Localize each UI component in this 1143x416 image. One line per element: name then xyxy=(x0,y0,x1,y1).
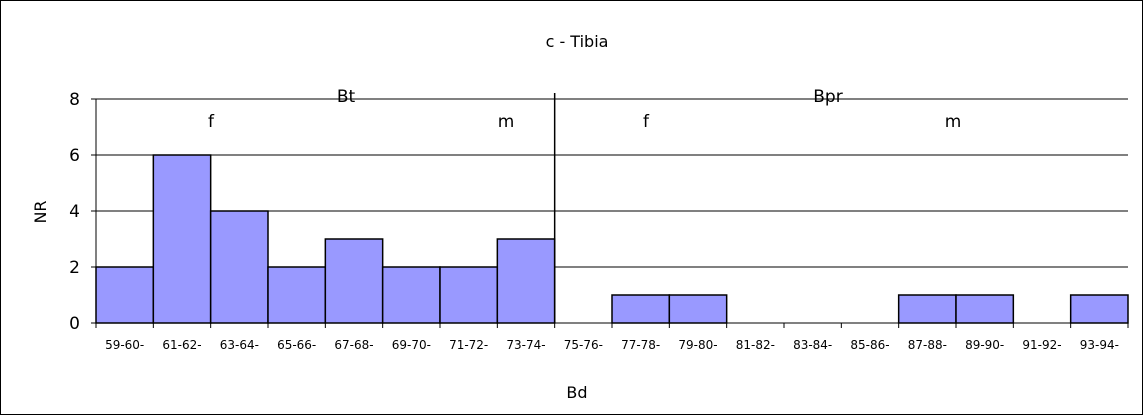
y-tick-label: 8 xyxy=(69,90,80,110)
x-tick-label: 93-94- xyxy=(1080,338,1119,352)
bar-89-90- xyxy=(955,294,1015,324)
bar-61-62- xyxy=(152,154,212,324)
x-tick-label: 63-64- xyxy=(220,338,259,352)
sex-label-bpr-female: f xyxy=(643,112,650,132)
y-axis-title: NR xyxy=(31,200,50,223)
x-tick-label: 67-68- xyxy=(334,338,373,352)
x-tick-label: 91-92- xyxy=(1022,338,1061,352)
x-tick-label: 81-82- xyxy=(736,338,775,352)
x-tick-label: 77-78- xyxy=(621,338,660,352)
sex-label-bt-female: f xyxy=(208,112,215,132)
axes: 0 2 4 6 8 59-60- 61-62- 63-64- 65-66- 67-68- 69-70… xyxy=(69,90,1129,352)
y-tick-label: 0 xyxy=(69,314,80,334)
sex-label-bpr-male: m xyxy=(945,112,962,132)
x-axis-title: Bd xyxy=(566,383,587,402)
x-tick-label: 75-76- xyxy=(564,338,603,352)
x-tick-label: 89-90- xyxy=(965,338,1004,352)
x-tick-label: 65-66- xyxy=(277,338,316,352)
bar-59-60- xyxy=(95,266,155,324)
sex-label-bt-male: m xyxy=(498,112,515,132)
y-tick-label: 2 xyxy=(69,258,80,278)
x-tick-label: 73-74- xyxy=(506,338,545,352)
bars xyxy=(95,154,1129,324)
bar-73-74- xyxy=(496,238,556,324)
x-tick-label: 87-88- xyxy=(908,338,947,352)
group-label-bpr: Bpr xyxy=(813,87,842,107)
bar-63-64- xyxy=(209,210,269,324)
x-tick-label: 83-84- xyxy=(793,338,832,352)
x-tick-label: 59-60- xyxy=(105,338,144,352)
bar-69-70- xyxy=(381,266,441,324)
bar-93-94- xyxy=(1069,294,1129,324)
bar-79-80- xyxy=(668,294,728,324)
x-tick-label: 61-62- xyxy=(162,338,201,352)
group-label-bt: Bt xyxy=(337,87,356,107)
bar-77-78- xyxy=(611,294,671,324)
x-tick-label: 85-86- xyxy=(850,338,889,352)
x-tick-label: 79-80- xyxy=(678,338,717,352)
y-tick-label: 4 xyxy=(69,202,80,222)
bar-65-66- xyxy=(267,266,327,324)
chart-title: c - Tibia xyxy=(546,32,609,51)
bar-67-68- xyxy=(324,238,384,324)
x-tick-label: 69-70- xyxy=(392,338,431,352)
bar-87-88- xyxy=(897,294,957,324)
bar-71-72- xyxy=(439,266,499,324)
y-tick-label: 6 xyxy=(69,146,80,166)
x-tick-label: 71-72- xyxy=(449,338,488,352)
